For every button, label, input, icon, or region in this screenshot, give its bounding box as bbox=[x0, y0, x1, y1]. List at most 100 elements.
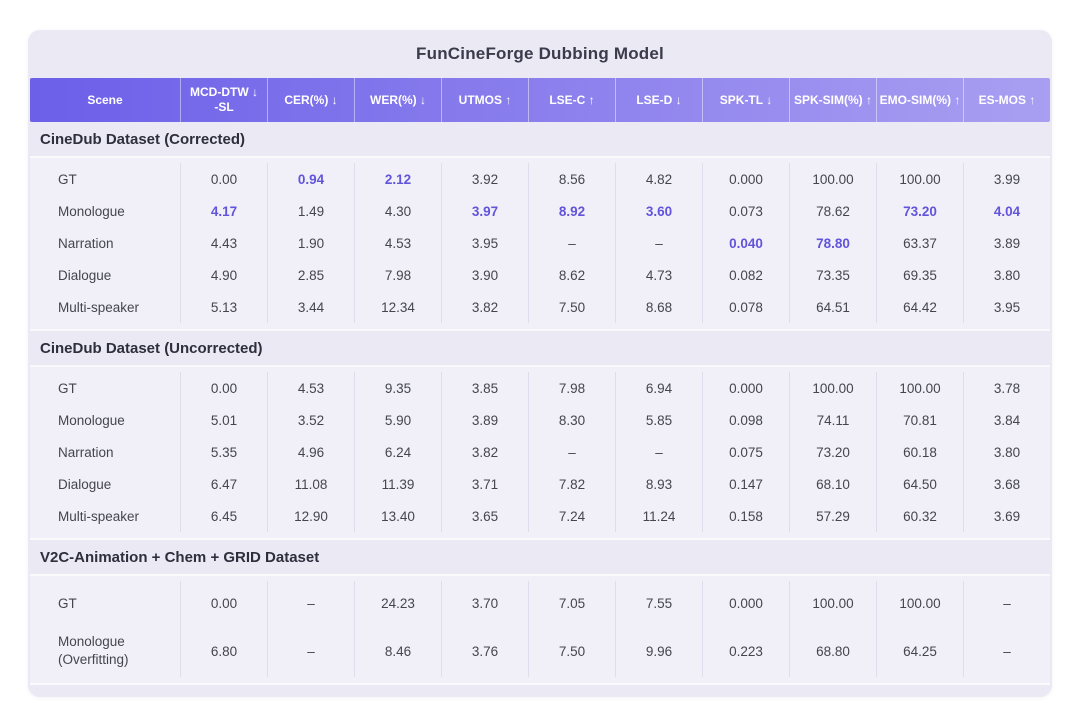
metric-value: 4.82 bbox=[615, 163, 702, 195]
metric-value-best: 8.92 bbox=[528, 195, 615, 227]
metric-value: 11.39 bbox=[354, 468, 441, 500]
metric-value: 3.65 bbox=[441, 500, 528, 532]
metric-value: 4.96 bbox=[267, 436, 354, 468]
metric-value: 68.80 bbox=[789, 625, 876, 677]
metric-value: – bbox=[267, 581, 354, 625]
metric-value: 8.68 bbox=[615, 291, 702, 323]
metric-value: 7.55 bbox=[615, 581, 702, 625]
scene-label: Dialogue bbox=[30, 468, 180, 500]
column-label: EMO-SIM(%) ↑ bbox=[880, 93, 961, 108]
metric-value: 5.01 bbox=[180, 404, 267, 436]
metric-value: 9.35 bbox=[354, 372, 441, 404]
metric-value: 6.47 bbox=[180, 468, 267, 500]
metric-value: – bbox=[963, 625, 1050, 677]
column-header-scene: Scene bbox=[30, 78, 180, 122]
scene-label: Dialogue bbox=[30, 259, 180, 291]
metric-value: 64.51 bbox=[789, 291, 876, 323]
metric-value: 3.95 bbox=[963, 291, 1050, 323]
column-header-spk-sim: SPK-SIM(%) ↑ bbox=[789, 78, 876, 122]
metric-value: 3.89 bbox=[963, 227, 1050, 259]
scene-label: Monologue (Overfitting) bbox=[30, 625, 180, 677]
metric-value: 0.00 bbox=[180, 163, 267, 195]
metric-value: – bbox=[528, 436, 615, 468]
metric-value: 4.43 bbox=[180, 227, 267, 259]
scene-label: GT bbox=[30, 581, 180, 625]
metric-value: 100.00 bbox=[876, 372, 963, 404]
column-header-lse-c: LSE-C ↑ bbox=[528, 78, 615, 122]
metric-value: 74.11 bbox=[789, 404, 876, 436]
section-rows: GT 0.00 0.94 2.12 3.92 8.56 4.82 0.000 1… bbox=[30, 156, 1050, 331]
metric-value: 6.94 bbox=[615, 372, 702, 404]
metric-value: 5.13 bbox=[180, 291, 267, 323]
metric-value: 0.147 bbox=[702, 468, 789, 500]
table-row: GT 0.00 – 24.23 3.70 7.05 7.55 0.000 100… bbox=[30, 581, 1050, 625]
metric-value: – bbox=[528, 227, 615, 259]
column-label: WER(%) ↓ bbox=[370, 93, 426, 108]
table-row: Monologue 4.17 1.49 4.30 3.97 8.92 3.60 … bbox=[30, 195, 1050, 227]
metric-value: 7.98 bbox=[354, 259, 441, 291]
metric-value: 3.71 bbox=[441, 468, 528, 500]
metric-value-best: 3.97 bbox=[441, 195, 528, 227]
table-row: Multi-speaker 6.45 12.90 13.40 3.65 7.24… bbox=[30, 500, 1050, 532]
column-header-wer: WER(%) ↓ bbox=[354, 78, 441, 122]
metric-value: 8.56 bbox=[528, 163, 615, 195]
section-title: V2C-Animation + Chem + GRID Dataset bbox=[30, 540, 1050, 574]
metric-value: 100.00 bbox=[876, 163, 963, 195]
column-header-es-mos: ES-MOS ↑ bbox=[963, 78, 1050, 122]
results-table-card: FunCineForge Dubbing Model Scene MCD-DTW… bbox=[28, 30, 1052, 697]
metric-value: 3.76 bbox=[441, 625, 528, 677]
section-title: CineDub Dataset (Uncorrected) bbox=[30, 331, 1050, 365]
column-label: MCD-DTW ↓ bbox=[190, 85, 258, 100]
metric-value: 3.69 bbox=[963, 500, 1050, 532]
metric-value: 3.80 bbox=[963, 259, 1050, 291]
metric-value: 69.35 bbox=[876, 259, 963, 291]
metric-value: 3.68 bbox=[963, 468, 1050, 500]
metric-value: 24.23 bbox=[354, 581, 441, 625]
table-header-row: Scene MCD-DTW ↓-SL CER(%) ↓ WER(%) ↓ UTM… bbox=[30, 78, 1050, 122]
metric-value: 12.90 bbox=[267, 500, 354, 532]
metric-value: 2.85 bbox=[267, 259, 354, 291]
metric-value: 60.18 bbox=[876, 436, 963, 468]
scene-label: GT bbox=[30, 163, 180, 195]
metric-value: 78.62 bbox=[789, 195, 876, 227]
metric-value: 4.30 bbox=[354, 195, 441, 227]
metric-value: 100.00 bbox=[876, 581, 963, 625]
metric-value: 0.075 bbox=[702, 436, 789, 468]
metric-value: 64.25 bbox=[876, 625, 963, 677]
scene-label-line1: Monologue bbox=[58, 633, 125, 651]
metric-value: 0.158 bbox=[702, 500, 789, 532]
metric-value: 68.10 bbox=[789, 468, 876, 500]
section-v2c-chem-grid: V2C-Animation + Chem + GRID Dataset GT 0… bbox=[30, 540, 1050, 685]
metric-value: 73.20 bbox=[789, 436, 876, 468]
metric-value: 100.00 bbox=[789, 163, 876, 195]
metric-value: 7.98 bbox=[528, 372, 615, 404]
metric-value: 3.84 bbox=[963, 404, 1050, 436]
metric-value: 3.99 bbox=[963, 163, 1050, 195]
column-label: LSE-C ↑ bbox=[549, 93, 594, 108]
metric-value: 8.46 bbox=[354, 625, 441, 677]
metric-value: 6.24 bbox=[354, 436, 441, 468]
metric-value: 64.42 bbox=[876, 291, 963, 323]
metric-value: 4.73 bbox=[615, 259, 702, 291]
metric-value-best: 4.17 bbox=[180, 195, 267, 227]
metric-value: 0.00 bbox=[180, 372, 267, 404]
section-rows: GT 0.00 4.53 9.35 3.85 7.98 6.94 0.000 1… bbox=[30, 365, 1050, 540]
metric-value: 5.85 bbox=[615, 404, 702, 436]
metric-value: 3.85 bbox=[441, 372, 528, 404]
metric-value: 3.89 bbox=[441, 404, 528, 436]
metric-value: 3.78 bbox=[963, 372, 1050, 404]
section-cinedub-corrected: CineDub Dataset (Corrected) GT 0.00 0.94… bbox=[30, 122, 1050, 331]
column-header-lse-d: LSE-D ↓ bbox=[615, 78, 702, 122]
metric-value: – bbox=[963, 581, 1050, 625]
column-label: LSE-D ↓ bbox=[636, 93, 681, 108]
column-label: Scene bbox=[87, 93, 122, 108]
table-row: Dialogue 6.47 11.08 11.39 3.71 7.82 8.93… bbox=[30, 468, 1050, 500]
metric-value: 100.00 bbox=[789, 581, 876, 625]
metric-value: 11.24 bbox=[615, 500, 702, 532]
scene-label: Monologue bbox=[30, 404, 180, 436]
metric-value: – bbox=[615, 436, 702, 468]
metric-value: 100.00 bbox=[789, 372, 876, 404]
metric-value: 3.82 bbox=[441, 436, 528, 468]
metric-value: 4.53 bbox=[354, 227, 441, 259]
table-row: Monologue 5.01 3.52 5.90 3.89 8.30 5.85 … bbox=[30, 404, 1050, 436]
